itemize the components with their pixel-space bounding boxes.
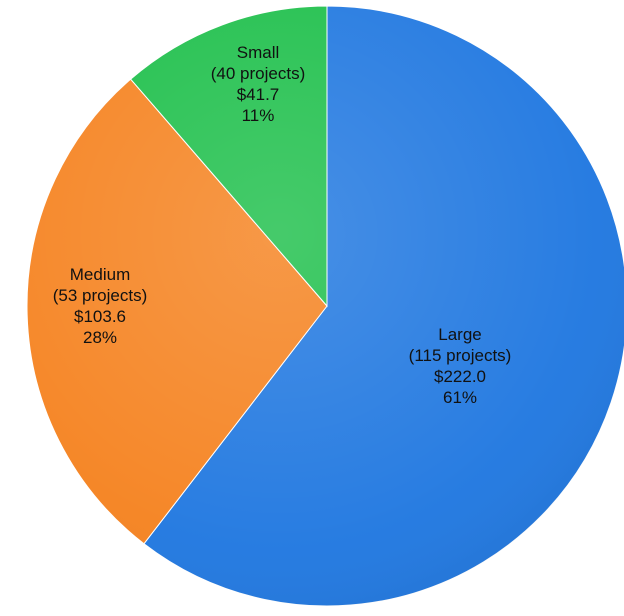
slice-label-category-large: Large: [438, 325, 481, 344]
slice-label-category-medium: Medium: [70, 265, 130, 284]
pie-slices: [26, 5, 624, 607]
slice-label-percent-large: 61%: [443, 388, 477, 407]
slice-label-percent-medium: 28%: [83, 328, 117, 347]
pie-labels: Large (115 projects) $222.0 61% Medium (53 pr…: [53, 43, 512, 407]
slice-label-amount-medium: $103.6: [74, 307, 126, 326]
slice-label-percent-small: 11%: [242, 106, 275, 125]
slice-label-projects-small: (40 projects): [211, 64, 305, 83]
slice-label-projects-medium: (53 projects): [53, 286, 147, 305]
slice-label-category-small: Small: [237, 43, 280, 62]
slice-label-amount-large: $222.0: [434, 367, 486, 386]
slice-label-amount-small: $41.7: [237, 85, 280, 104]
slice-label-projects-large: (115 projects): [409, 346, 512, 365]
